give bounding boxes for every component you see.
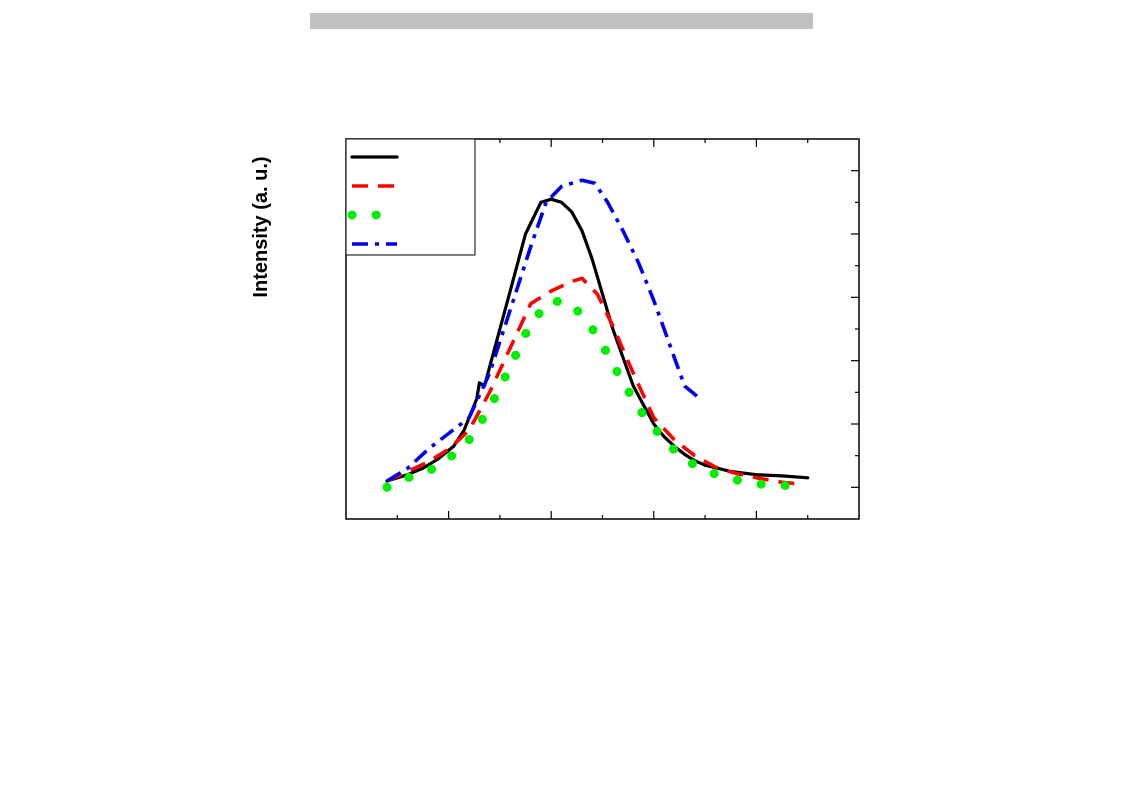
plot-area: [345, 138, 860, 520]
y-axis-label: Intensity (a. u.): [250, 156, 272, 297]
series-line-4: [386, 178, 702, 483]
series-line-2: [386, 276, 803, 486]
chart-title-bar: [310, 13, 813, 29]
series-line-3: [382, 296, 808, 492]
